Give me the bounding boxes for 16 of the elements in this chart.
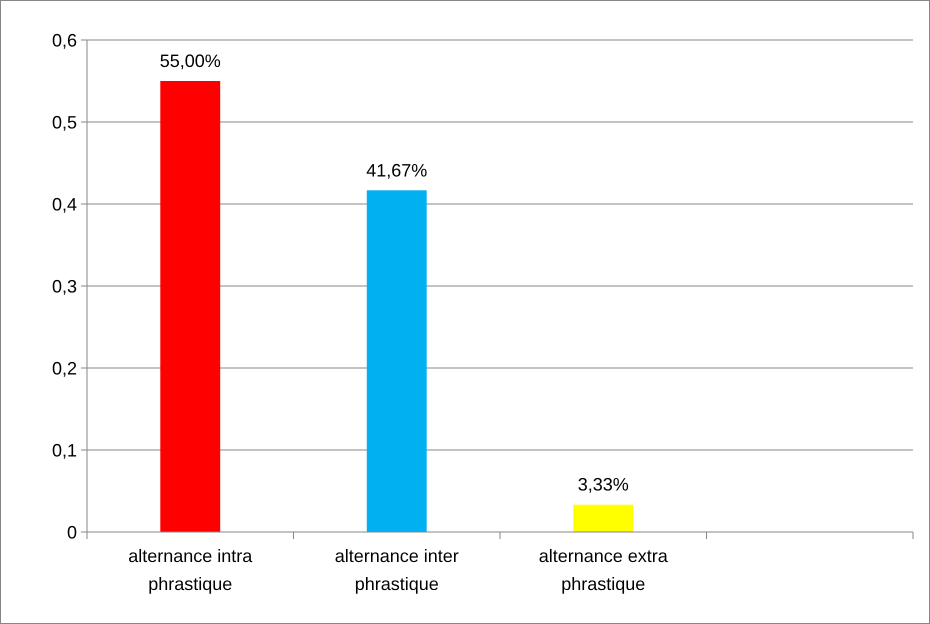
data-label: 41,67%: [366, 160, 428, 180]
y-tick-label: 0,4: [52, 194, 77, 214]
data-label: 3,33%: [578, 474, 629, 495]
x-tick-label: alternance inter phrastique: [334, 546, 459, 594]
y-tick-label: 0,1: [52, 440, 77, 460]
y-tick-label: 0: [66, 522, 77, 542]
y-tick-label: 0,3: [52, 276, 77, 296]
y-tick-label: 0,2: [52, 358, 77, 378]
x-tick-label: alternance intra phrastique: [128, 546, 254, 594]
x-tick-label: alternance extra phrastique: [538, 546, 669, 594]
bar: [366, 190, 427, 532]
bar: [573, 504, 634, 532]
y-tick-label: 0,6: [52, 30, 77, 50]
data-label: 55,00%: [160, 51, 221, 71]
bar: [160, 81, 220, 532]
y-tick-label: 0,5: [52, 112, 77, 132]
